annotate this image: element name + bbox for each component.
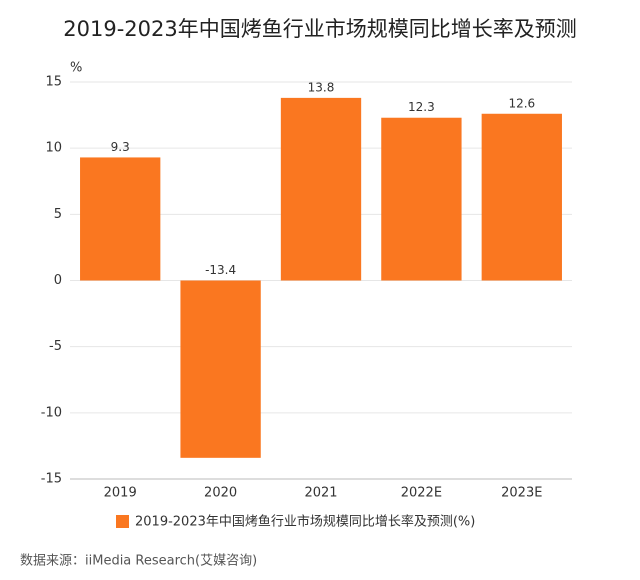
x-tick-label: 2021 xyxy=(304,486,337,501)
bar xyxy=(381,117,462,281)
y-tick-label: 10 xyxy=(45,141,62,156)
data-label: -13.4 xyxy=(205,263,236,277)
x-tick-label: 2022E xyxy=(401,486,442,501)
legend-label: 2019-2023年中国烤鱼行业市场规模同比增长率及预测(%) xyxy=(135,514,475,530)
y-tick-label: 0 xyxy=(54,273,62,288)
y-tick-label: -5 xyxy=(49,339,62,354)
chart-title: 2019-2023年中国烤鱼行业市场规模同比增长率及预测 xyxy=(63,17,576,41)
source-note: 数据来源：iiMedia Research(艾媒咨询) xyxy=(20,554,257,569)
bar xyxy=(280,97,362,281)
bar xyxy=(481,113,562,281)
x-tick-label: 2019 xyxy=(104,486,137,501)
y-tick-label: 15 xyxy=(45,75,62,90)
data-label: 12.3 xyxy=(408,100,435,114)
x-tick-label: 2020 xyxy=(204,486,237,501)
data-label: 13.8 xyxy=(308,80,335,94)
data-label: 12.6 xyxy=(508,96,535,110)
data-label: 9.3 xyxy=(111,140,130,154)
legend-swatch xyxy=(116,515,129,528)
x-tick-label: 2023E xyxy=(501,486,542,501)
y-tick-label: -10 xyxy=(41,405,62,420)
y-tick-label: -15 xyxy=(41,472,62,487)
bar xyxy=(80,157,161,281)
bar xyxy=(180,280,261,458)
y-axis-label: % xyxy=(70,61,82,76)
y-tick-label: 5 xyxy=(54,207,62,222)
